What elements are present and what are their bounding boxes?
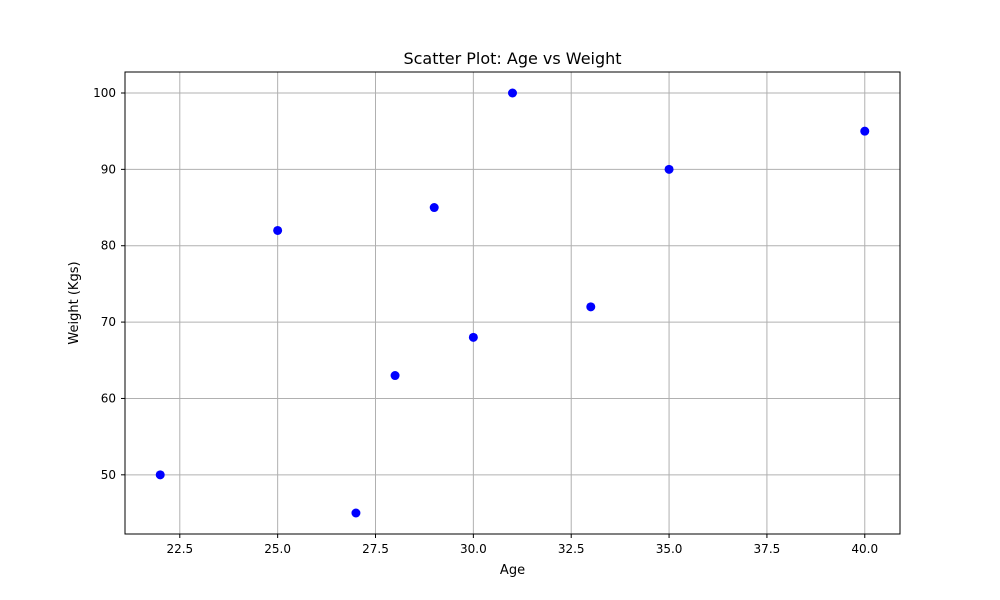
x-axis-ticks: 22.5 25.0 27.5 30.0 32.5 35.0 37.5 40.0 [166, 534, 878, 556]
y-tick-label: 100 [93, 86, 116, 100]
y-tick-label: 70 [101, 315, 116, 329]
scatter-point [508, 88, 517, 98]
chart-title: Scatter Plot: Age vs Weight [403, 49, 621, 68]
x-tick-label: 25.0 [264, 542, 291, 556]
x-tick-label: 27.5 [362, 542, 389, 556]
x-axis-label: Age [500, 563, 525, 578]
y-axis-ticks: 50 60 70 80 90 100 [93, 86, 125, 482]
y-tick-label: 60 [101, 391, 116, 405]
scatter-point [664, 164, 674, 174]
x-tick-label: 35.0 [656, 542, 683, 556]
x-tick-label: 37.5 [754, 542, 781, 556]
x-tick-label: 30.0 [460, 542, 487, 556]
scatter-point [351, 508, 361, 518]
plot-area-frame [124, 71, 901, 535]
scatter-point [155, 470, 165, 480]
scatter-point [429, 203, 439, 213]
scatter-point [273, 225, 283, 235]
scatter-point [390, 371, 400, 381]
y-tick-label: 50 [101, 468, 116, 482]
x-tick-label: 40.0 [851, 542, 878, 556]
data-points [155, 88, 870, 518]
y-tick-label: 90 [101, 162, 116, 176]
x-tick-label: 22.5 [166, 542, 193, 556]
y-tick-label: 80 [101, 239, 116, 253]
x-tick-label: 32.5 [558, 542, 585, 556]
y-axis-label: Weight (Kgs) [67, 261, 82, 344]
scatter-point [860, 126, 870, 136]
scatter-point [586, 302, 596, 312]
scatter-point [468, 332, 478, 342]
grid-lines [125, 72, 900, 534]
